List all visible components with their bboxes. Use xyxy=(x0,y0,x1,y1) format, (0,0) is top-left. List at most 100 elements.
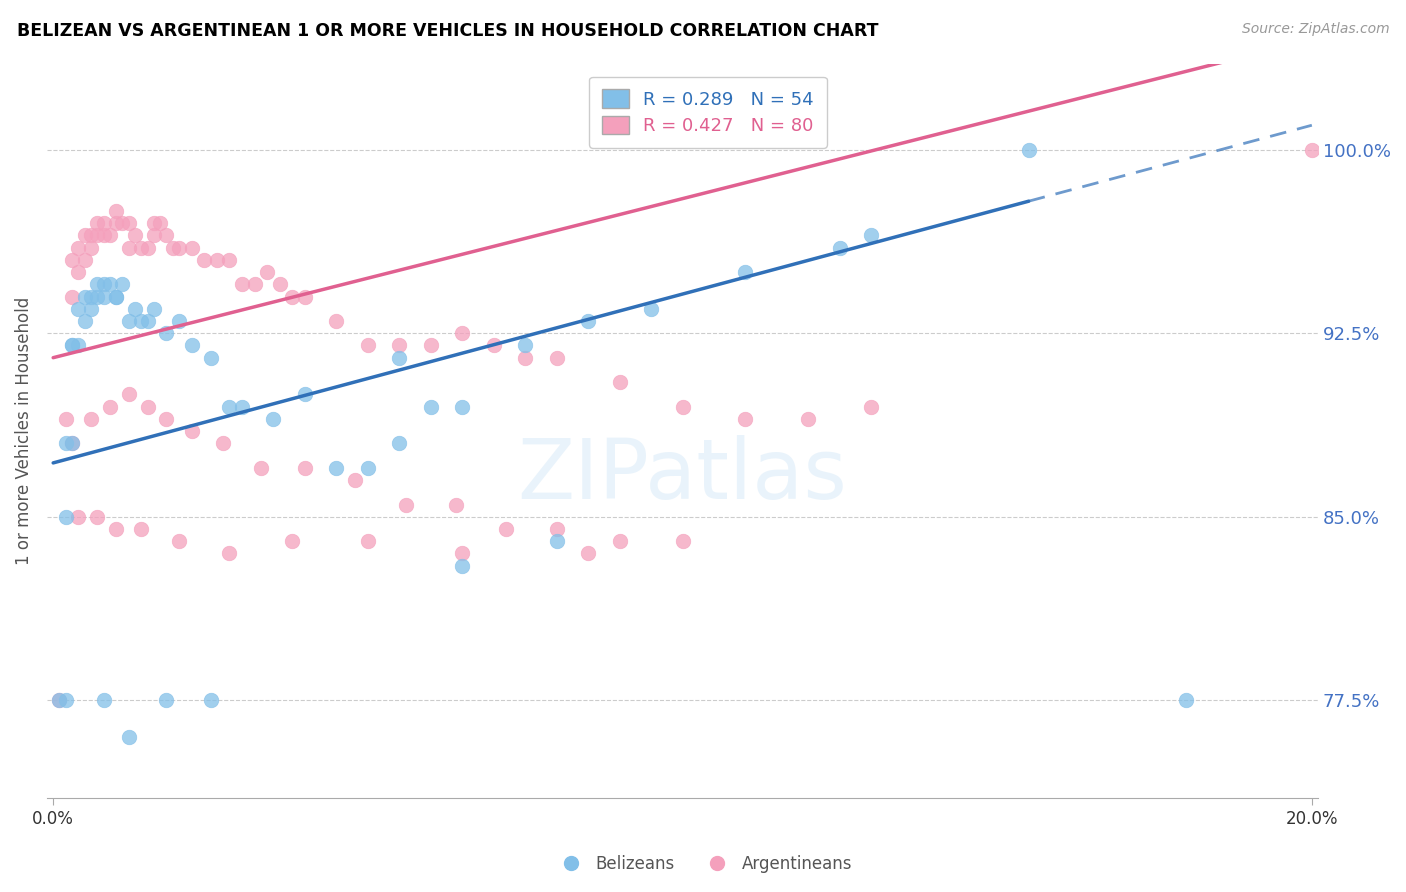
Point xyxy=(155,326,177,341)
Point xyxy=(797,412,820,426)
Point xyxy=(180,338,202,352)
Point xyxy=(546,534,568,549)
Point xyxy=(256,265,278,279)
Point xyxy=(451,558,474,573)
Point xyxy=(55,693,77,707)
Point xyxy=(205,252,228,267)
Point xyxy=(149,216,172,230)
Point xyxy=(167,314,190,328)
Point xyxy=(167,534,190,549)
Point xyxy=(80,412,103,426)
Point xyxy=(357,338,380,352)
Point xyxy=(193,252,215,267)
Point xyxy=(105,203,128,218)
Point xyxy=(129,241,152,255)
Point xyxy=(394,498,416,512)
Point xyxy=(281,534,304,549)
Point xyxy=(67,301,90,316)
Point xyxy=(734,412,756,426)
Point xyxy=(105,289,128,303)
Point xyxy=(73,228,96,243)
Point xyxy=(67,241,90,255)
Point xyxy=(218,546,240,560)
Point xyxy=(200,351,222,365)
Point xyxy=(546,351,568,365)
Text: Source: ZipAtlas.com: Source: ZipAtlas.com xyxy=(1241,22,1389,37)
Point xyxy=(243,277,266,292)
Point xyxy=(86,228,108,243)
Point xyxy=(55,436,77,450)
Point xyxy=(124,228,146,243)
Point xyxy=(180,424,202,438)
Point xyxy=(451,546,474,560)
Point xyxy=(451,400,474,414)
Point xyxy=(231,277,253,292)
Point xyxy=(212,436,235,450)
Point xyxy=(98,400,121,414)
Point xyxy=(67,338,90,352)
Point xyxy=(86,289,108,303)
Point xyxy=(167,241,190,255)
Point xyxy=(294,460,316,475)
Point xyxy=(118,216,141,230)
Point xyxy=(250,460,273,475)
Point xyxy=(262,412,284,426)
Point xyxy=(136,241,159,255)
Point xyxy=(60,436,83,450)
Point xyxy=(609,534,631,549)
Text: BELIZEAN VS ARGENTINEAN 1 OR MORE VEHICLES IN HOUSEHOLD CORRELATION CHART: BELIZEAN VS ARGENTINEAN 1 OR MORE VEHICL… xyxy=(17,22,879,40)
Point xyxy=(111,216,134,230)
Point xyxy=(55,412,77,426)
Point xyxy=(48,693,70,707)
Point xyxy=(93,228,115,243)
Point xyxy=(98,277,121,292)
Point xyxy=(281,289,304,303)
Point xyxy=(93,277,115,292)
Point xyxy=(671,534,693,549)
Point xyxy=(80,228,103,243)
Point xyxy=(73,314,96,328)
Point xyxy=(388,436,411,450)
Point xyxy=(60,252,83,267)
Point xyxy=(231,400,253,414)
Point xyxy=(444,498,467,512)
Point xyxy=(73,252,96,267)
Point xyxy=(640,301,662,316)
Point xyxy=(98,228,121,243)
Point xyxy=(388,351,411,365)
Legend: R = 0.289   N = 54, R = 0.427   N = 80: R = 0.289 N = 54, R = 0.427 N = 80 xyxy=(589,77,827,148)
Text: ZIPatlas: ZIPatlas xyxy=(517,434,848,516)
Point xyxy=(60,338,83,352)
Point xyxy=(86,216,108,230)
Point xyxy=(357,460,380,475)
Point xyxy=(118,387,141,401)
Point xyxy=(118,241,141,255)
Point xyxy=(142,228,165,243)
Point xyxy=(294,289,316,303)
Point xyxy=(60,436,83,450)
Point xyxy=(294,387,316,401)
Point xyxy=(162,241,184,255)
Point xyxy=(495,522,517,536)
Point xyxy=(546,522,568,536)
Point xyxy=(860,400,883,414)
Point xyxy=(73,289,96,303)
Point xyxy=(105,522,128,536)
Point xyxy=(325,460,347,475)
Point xyxy=(142,301,165,316)
Point xyxy=(180,241,202,255)
Point xyxy=(1018,143,1040,157)
Point xyxy=(67,509,90,524)
Point xyxy=(136,314,159,328)
Point xyxy=(80,241,103,255)
Point xyxy=(218,252,240,267)
Point xyxy=(93,693,115,707)
Point xyxy=(734,265,756,279)
Point xyxy=(93,289,115,303)
Point xyxy=(357,534,380,549)
Point xyxy=(388,338,411,352)
Point xyxy=(419,400,441,414)
Point xyxy=(576,546,599,560)
Point xyxy=(155,412,177,426)
Point xyxy=(344,473,367,487)
